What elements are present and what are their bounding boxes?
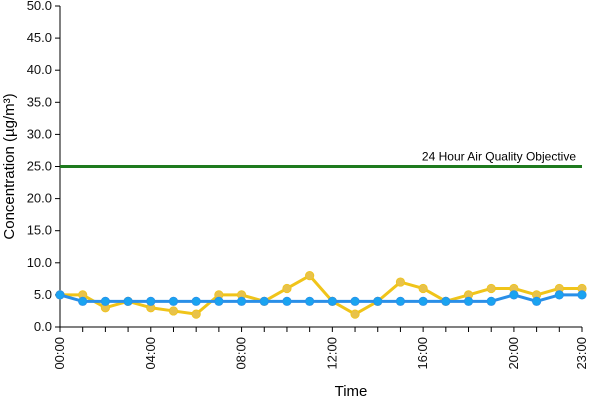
y-tick-label: 35.0 bbox=[27, 94, 52, 109]
y-axis-ticks: 0.0 5.0 10.0 15.0 20.0 25.0 30.0 35.0 40.0 45.0 50… bbox=[27, 0, 60, 334]
data-point bbox=[350, 309, 360, 319]
y-tick-label: 15.0 bbox=[27, 223, 52, 238]
x-tick-label: 20:00 bbox=[506, 337, 521, 370]
data-point bbox=[55, 290, 65, 300]
data-point bbox=[214, 296, 224, 306]
data-point bbox=[577, 290, 587, 300]
y-tick-label: 30.0 bbox=[27, 126, 52, 141]
data-point bbox=[350, 296, 360, 306]
data-point bbox=[282, 296, 292, 306]
series-layer bbox=[55, 271, 587, 319]
data-point bbox=[509, 290, 519, 300]
x-tick-label: 16:00 bbox=[415, 337, 430, 370]
data-point bbox=[168, 296, 179, 306]
x-tick-label: 23:00 bbox=[574, 337, 589, 370]
x-tick-label: 04:00 bbox=[143, 337, 158, 370]
series-line bbox=[59, 293, 582, 303]
y-tick-label: 20.0 bbox=[27, 191, 52, 206]
data-point bbox=[327, 296, 337, 306]
series-2 bbox=[55, 290, 587, 306]
data-point bbox=[395, 277, 406, 287]
series-1 bbox=[55, 271, 587, 319]
data-point bbox=[441, 296, 451, 306]
data-point bbox=[418, 296, 428, 306]
data-point bbox=[236, 296, 247, 306]
x-tick-label: 00:00 bbox=[52, 337, 67, 370]
data-point bbox=[146, 296, 156, 306]
air-quality-objective-label: 24 Hour Air Quality Objective bbox=[422, 150, 576, 164]
data-point bbox=[123, 296, 133, 306]
data-point bbox=[532, 296, 542, 306]
data-point bbox=[78, 296, 88, 306]
data-point bbox=[418, 283, 428, 294]
y-tick-label: 25.0 bbox=[27, 159, 52, 174]
data-point bbox=[305, 296, 315, 306]
data-point bbox=[191, 296, 201, 306]
data-point bbox=[554, 290, 564, 300]
y-tick-label: 50.0 bbox=[27, 0, 52, 13]
data-point bbox=[168, 306, 179, 316]
data-point bbox=[282, 283, 292, 294]
y-tick-label: 0.0 bbox=[34, 319, 52, 334]
data-point bbox=[305, 271, 315, 281]
y-axis-title: Concentration (µg/m³) bbox=[1, 93, 18, 239]
y-tick-label: 5.0 bbox=[34, 287, 52, 302]
y-tick-label: 45.0 bbox=[27, 30, 52, 45]
data-point bbox=[395, 296, 406, 306]
x-tick-label: 12:00 bbox=[324, 337, 339, 370]
x-axis-ticks: 00:00 04:00 08:00 12:00 16:00 20:00 23:00 bbox=[52, 327, 589, 370]
data-point bbox=[191, 309, 201, 319]
series-line bbox=[60, 274, 582, 316]
x-axis-title: Time bbox=[335, 383, 368, 400]
data-point bbox=[100, 296, 110, 306]
data-point bbox=[486, 296, 496, 306]
y-tick-label: 10.0 bbox=[27, 255, 52, 270]
data-point bbox=[463, 296, 474, 306]
data-point bbox=[259, 296, 269, 306]
y-tick-label: 40.0 bbox=[27, 62, 52, 77]
reference-line-group: 24 Hour Air Quality Objective bbox=[60, 150, 582, 168]
x-tick-label: 08:00 bbox=[234, 337, 249, 370]
data-point bbox=[373, 296, 383, 306]
data-point bbox=[486, 283, 496, 294]
